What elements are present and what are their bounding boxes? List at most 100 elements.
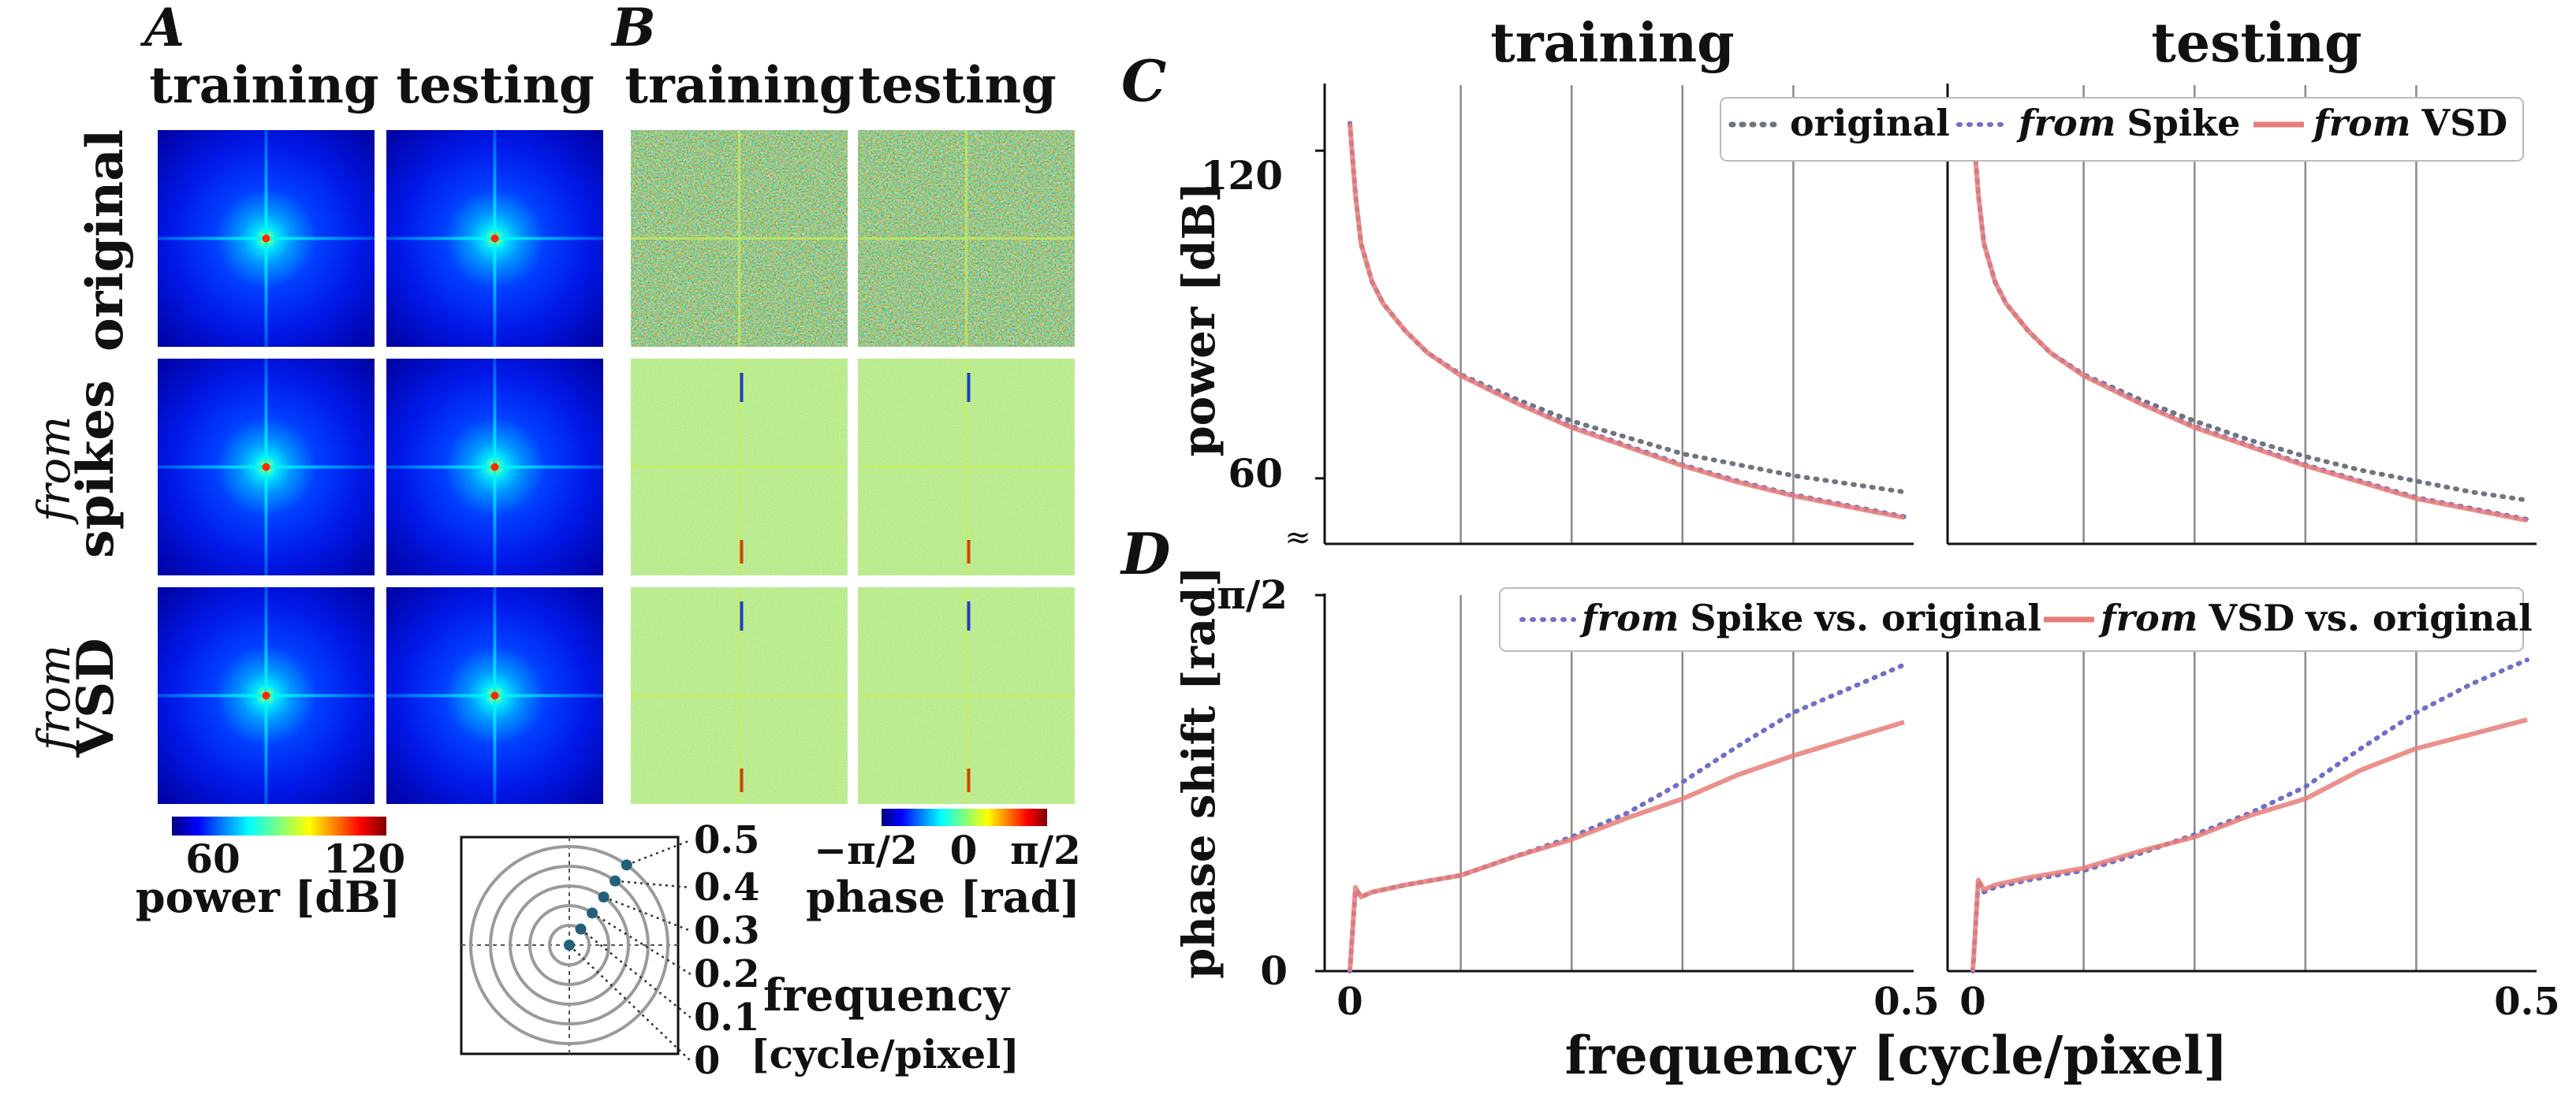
phase-map-r0-c0	[631, 130, 848, 347]
power-map-r1-c1	[386, 359, 603, 575]
ylabel-d-group: phase shift [rad]	[1173, 566, 1225, 979]
phase-colorbar-max-label: π/2	[1010, 827, 1081, 873]
xlabel-frequency: frequency [cycle/pixel]	[1565, 1025, 2228, 1086]
freq-leader-3	[591, 912, 692, 976]
freq-ring-label-2: 0.3	[694, 909, 760, 953]
col-header-b-training: training	[624, 56, 854, 115]
legend-c-vsd-prefix: from	[2311, 102, 2410, 144]
freq-dot-2	[598, 891, 610, 903]
chart-d-subplot-training	[1323, 594, 1914, 973]
power-map-peak	[490, 691, 499, 700]
legend-d-spike-prefix: from	[1579, 597, 1679, 639]
chart-d-subplot-testing	[1946, 594, 2537, 973]
legend-d-spike-name: Spike	[1690, 597, 1803, 639]
legend-c-label-original: original	[1790, 102, 1950, 144]
chart-c-subplot-training	[1323, 84, 1914, 545]
legend-d-frame	[1499, 587, 2524, 652]
power-map-peak	[490, 234, 499, 243]
freq-leader-4	[580, 928, 692, 1018]
chart-c-line-training-0	[1348, 121, 1907, 495]
legend-c-label-vsd: from VSD	[2311, 102, 2507, 144]
freq-dot-0	[621, 859, 632, 871]
legend-c-vsd-name: VSD	[2421, 102, 2507, 144]
phase-map-r2-c1	[858, 587, 1075, 804]
row-label-vsd-text: VSD	[66, 638, 125, 757]
axis-break-marker: ≈	[1284, 519, 1311, 556]
freq-ring-label-1: 0.4	[694, 865, 760, 910]
chart-c-line-training-2	[1348, 123, 1905, 520]
panel-label-b: B	[610, 0, 656, 58]
freq-ring-4	[548, 924, 591, 966]
freq-diagram-label-line1: frequency	[763, 970, 1011, 1022]
col-header-b-testing: testing	[858, 56, 1056, 115]
freq-ring-label-0: 0.5	[694, 818, 760, 862]
power-colorbar-max-label: 120	[323, 836, 405, 882]
freq-dot-5	[564, 940, 575, 951]
freq-ring-label-3: 0.2	[694, 952, 760, 996]
freq-ring-2	[509, 884, 630, 1006]
power-map-r2-c1	[386, 587, 603, 804]
chart-c-line-testing-1	[1970, 121, 2529, 522]
legend-d: from Spike vs. original from VSD vs. origina…	[1499, 587, 2533, 652]
legend-c-label-spike: from Spike	[2016, 102, 2240, 144]
freq-dot-4	[575, 923, 587, 935]
ylabel-power: power [dB]	[1173, 182, 1225, 457]
row-label-original: original	[76, 129, 135, 352]
power-colorbar	[172, 817, 386, 836]
legend-d-vsd-name: VSD	[2208, 597, 2295, 639]
col-header-c-training: training	[1490, 12, 1734, 75]
legend-c-spike-prefix: from	[2016, 102, 2116, 144]
freq-ring-3	[528, 904, 610, 986]
legend-d-vsd-post: vs. original	[2305, 597, 2532, 639]
power-map-r2-c0	[158, 587, 375, 804]
freq-leader-1	[615, 880, 692, 889]
phase-maps	[631, 130, 1075, 804]
chart-c-line-training-1	[1348, 121, 1907, 519]
row-label-spikes: from spikes	[29, 380, 125, 558]
freq-dot-3	[587, 907, 598, 919]
phase-shift-chart	[1315, 594, 2537, 973]
phase-map-r2-c0	[631, 587, 848, 804]
freq-ring-label-4: 0.1	[694, 996, 760, 1040]
power-map-peak	[262, 691, 270, 700]
legend-c-frame	[1720, 97, 2524, 162]
power-map-r1-c0	[158, 359, 375, 575]
chart-c-line-testing-2	[1970, 123, 2528, 523]
panel-label-a: A	[140, 0, 185, 58]
ylabel-c-group: power [dB]	[1173, 182, 1225, 457]
legend-c-spike-name: Spike	[2127, 102, 2240, 144]
frequency-ring-diagram: 0.50.40.30.20.10	[460, 818, 760, 1083]
row-label-original-text: original	[76, 129, 135, 352]
col-header-a-training: training	[149, 56, 378, 115]
phase-colorbar	[882, 809, 1047, 826]
phase-map-r1-c1	[858, 359, 1075, 575]
power-map-peak	[490, 463, 499, 471]
row-label-vsd: from VSD	[29, 638, 125, 757]
ytick-c-60: 60	[1228, 450, 1283, 497]
power-map-peak	[262, 234, 270, 243]
row-label-spikes-text: spikes	[66, 380, 125, 558]
col-header-a-testing: testing	[396, 56, 594, 115]
ytick-d-pi-half: π/2	[1217, 571, 1288, 618]
freq-ring-label-5: 0	[694, 1039, 720, 1083]
phase-map-r1-c0	[631, 359, 848, 575]
legend-d-label-vsd: from VSD vs. original	[2098, 597, 2533, 639]
row-label-vsd-prefix: from	[29, 645, 80, 754]
row-label-spikes-prefix: from	[29, 416, 80, 525]
power-map-r0-c0	[158, 130, 375, 347]
col-header-c-testing: testing	[2151, 12, 2362, 75]
ytick-d-0: 0	[1260, 947, 1288, 994]
panel-label-d: D	[1120, 520, 1170, 587]
freq-dot-1	[610, 875, 621, 887]
freq-leader-2	[603, 895, 692, 932]
chart-d-line-training-1	[1348, 720, 1905, 972]
legend-d-vsd-prefix: from	[2098, 597, 2198, 639]
power-colorbar-min-label: 60	[185, 836, 240, 882]
power-map-peak	[262, 463, 270, 471]
freq-diagram-label-line2: [cycle/pixel]	[751, 1031, 1020, 1078]
freq-leader-5	[569, 944, 692, 1062]
ytick-c-120: 120	[1201, 152, 1283, 199]
phase-map-r0-c1	[858, 130, 1075, 347]
legend-d-label-spike: from Spike vs. original	[1579, 597, 2041, 639]
